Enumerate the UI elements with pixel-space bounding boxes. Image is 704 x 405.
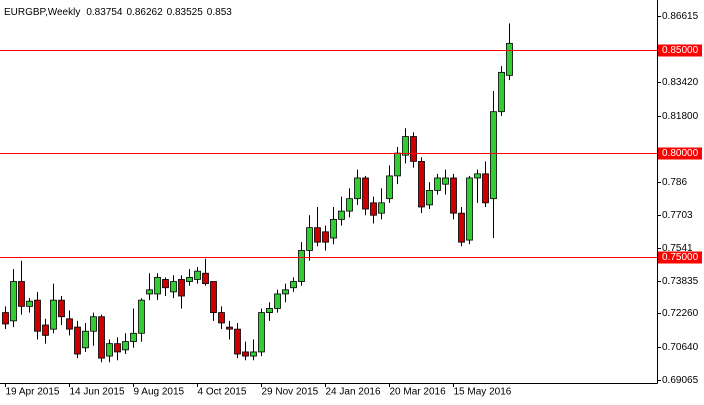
candle-body xyxy=(10,281,17,322)
level-label-box xyxy=(658,251,702,264)
candle-body xyxy=(322,231,329,243)
last-high: 0.86262 xyxy=(126,7,163,18)
x-tick-label: 14 Jun 2015 xyxy=(70,387,125,398)
candle-body xyxy=(226,326,233,330)
candle-body xyxy=(130,332,137,342)
candle-body xyxy=(154,276,161,295)
y-tick-label: 0.86615 xyxy=(662,11,699,22)
candle-body xyxy=(234,328,241,355)
y-tick-label: 0.70640 xyxy=(662,342,699,353)
y-tick-label: 0.7703 xyxy=(662,210,693,221)
candle-body xyxy=(50,299,57,330)
candle-body xyxy=(170,281,177,293)
candle-body xyxy=(2,312,9,325)
level-label-box xyxy=(658,44,702,57)
level-label: 0.85000 xyxy=(662,45,699,56)
candle-body xyxy=(498,71,505,113)
candle-body xyxy=(202,272,209,284)
last-open: 0.83754 xyxy=(86,7,123,18)
candle-body xyxy=(298,250,305,282)
candle-body xyxy=(218,312,225,324)
candle-body xyxy=(258,312,265,353)
candle-body xyxy=(26,300,33,307)
candle-body xyxy=(146,289,153,295)
candle-body xyxy=(186,276,193,282)
x-tick-label: 4 Oct 2015 xyxy=(198,387,247,398)
candle-body xyxy=(506,42,513,76)
candle-body xyxy=(458,212,465,243)
candle-body xyxy=(274,293,281,309)
candle-body xyxy=(410,136,417,162)
candle-body xyxy=(474,173,481,179)
last-close: 0.853 xyxy=(207,7,232,18)
y-tick-label: 0.72260 xyxy=(662,308,699,319)
y-tick-label: 0.786 xyxy=(662,177,687,188)
candle-body xyxy=(34,299,41,332)
candle-body xyxy=(314,227,321,243)
candle-body xyxy=(490,111,497,200)
candle-body xyxy=(178,279,185,297)
header: EURGBP,Weekly 0.83754 0.86262 0.83525 0.853 xyxy=(4,7,232,18)
candle-body xyxy=(482,173,489,204)
candle-body xyxy=(402,136,409,156)
y-tick-label: 0.83420 xyxy=(662,77,699,88)
candle-body xyxy=(362,177,369,210)
candle-body xyxy=(442,177,449,185)
candle-body xyxy=(434,177,441,191)
candle-body xyxy=(386,175,393,200)
x-tick-label: 20 Mar 2016 xyxy=(390,387,447,398)
x-tick-label: 9 Aug 2015 xyxy=(134,387,185,398)
candle-body xyxy=(378,202,385,214)
candle-body xyxy=(210,281,217,313)
candle-body xyxy=(138,299,145,334)
y-tick-label: 0.73835 xyxy=(662,276,699,287)
candle-body xyxy=(466,177,473,241)
candle-body xyxy=(162,279,169,289)
candle-body xyxy=(106,343,113,357)
candle-body xyxy=(370,202,377,216)
candle-body xyxy=(58,299,65,318)
candle-body xyxy=(98,316,105,359)
candle-body xyxy=(66,318,73,330)
candle-body xyxy=(250,351,257,357)
level-label: 0.75000 xyxy=(662,252,699,263)
candle-body xyxy=(74,326,81,355)
x-tick-label: 29 Nov 2015 xyxy=(262,387,319,398)
candle-body xyxy=(290,281,297,289)
candle-body xyxy=(194,270,201,280)
candle-body xyxy=(330,218,337,239)
candle-body xyxy=(282,289,289,295)
candle-body xyxy=(306,227,313,251)
y-tick-label: 0.81800 xyxy=(662,111,699,122)
candle-body xyxy=(122,341,129,351)
candle-body xyxy=(42,324,49,336)
y-tick-label: 0.7541 xyxy=(662,243,693,254)
x-tick-label: 19 Apr 2015 xyxy=(6,387,60,398)
x-tick-label: 24 Jan 2016 xyxy=(326,387,381,398)
candle-body xyxy=(90,316,97,332)
candle-body xyxy=(18,281,25,307)
candle-body xyxy=(418,160,425,208)
candle-body xyxy=(266,308,273,313)
candle-body xyxy=(242,351,249,357)
candle-body xyxy=(450,177,457,214)
symbol: EURGBP,Weekly xyxy=(4,7,80,18)
level-label-box xyxy=(658,147,702,160)
level-label: 0.80000 xyxy=(662,148,699,159)
candle-body xyxy=(354,177,361,200)
candle-body xyxy=(394,152,401,177)
candle-body xyxy=(346,198,353,212)
candle-body xyxy=(114,343,121,353)
candle-body xyxy=(82,330,89,349)
last-low: 0.83525 xyxy=(167,7,204,18)
candle-body xyxy=(338,210,345,220)
y-tick-label: 0.69065 xyxy=(662,375,699,386)
candle-body xyxy=(426,189,433,206)
x-tick-label: 15 May 2016 xyxy=(454,387,512,398)
